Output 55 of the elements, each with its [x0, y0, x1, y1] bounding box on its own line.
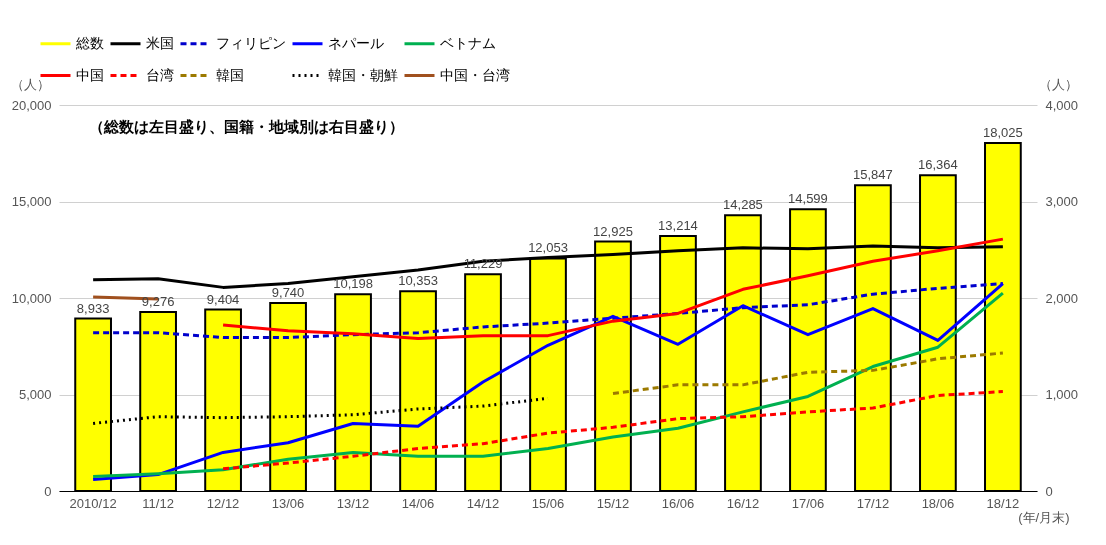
y-tick-label: 20,000	[11, 97, 52, 113]
legend-label: 韓国	[216, 66, 244, 83]
data-label: 14,599	[788, 191, 828, 207]
y2-tick-label: 3,000	[1045, 194, 1079, 209]
y2-tick-label: 4,000	[1045, 97, 1079, 113]
x-tick-label: 11/12	[142, 495, 174, 511]
y-axis-title: （人）	[10, 76, 50, 92]
x-tick-label: 15/12	[596, 495, 630, 511]
x-tick-label: 17/06	[791, 495, 825, 511]
x-tick-label: 13/06	[271, 495, 305, 511]
data-label: 12,925	[593, 223, 633, 239]
data-label: 16,364	[918, 157, 958, 173]
x-tick-label: 14/12	[466, 495, 500, 511]
x-tick-label: 15/06	[531, 495, 565, 511]
x-tick-label: 14/06	[401, 495, 435, 511]
line-series	[611, 351, 1005, 396]
data-label: 9,276	[141, 293, 175, 309]
data-label: 18,025	[983, 125, 1023, 141]
x-tick-label: 16/06	[661, 495, 695, 511]
data-label: 12,053	[528, 240, 568, 256]
legend-label: 中国	[76, 66, 104, 83]
x-tick-label: 13/12	[336, 495, 370, 511]
y2-tick-label: 1,000	[1045, 387, 1079, 402]
x-tick-label: 18/12	[986, 495, 1020, 511]
x-tick-label: 12/12	[206, 495, 240, 511]
legend-label: 中国・台湾	[440, 66, 510, 83]
data-label: 8,933	[76, 300, 110, 316]
data-label: 9,740	[271, 285, 305, 301]
data-label: 10,353	[398, 273, 438, 289]
line-series	[221, 390, 1005, 471]
data-label: 10,198	[333, 276, 373, 292]
x-tick-label: 2010/12	[69, 495, 117, 511]
legend-label: ベトナム	[440, 34, 496, 51]
y-tick-label: 15,000	[11, 194, 52, 209]
annotation: （総数は左目盛り、国籍・地域別は右目盛り）	[89, 118, 404, 135]
legend-label: 米国	[146, 34, 174, 51]
legend-label: 総数	[75, 34, 104, 51]
y-tick-label: 0	[44, 483, 52, 499]
legend-label: 台湾	[146, 66, 174, 83]
data-label: 13,214	[658, 217, 698, 233]
data-label: 15,847	[853, 167, 893, 183]
y2-tick-label: 0	[1045, 483, 1053, 499]
y2-axis-title: （人）	[1038, 76, 1078, 92]
y2-tick-label: 2,000	[1045, 290, 1079, 306]
y-tick-label: 5,000	[18, 387, 52, 402]
legend-label: 韓国・朝鮮	[328, 66, 398, 83]
legend-label: ネパール	[328, 34, 384, 51]
legend-label: フィリピン	[216, 34, 286, 51]
x-tick-label: 18/06	[921, 495, 955, 511]
x-tick-label: 16/12	[726, 495, 760, 511]
y-tick-label: 10,000	[11, 290, 52, 306]
x-tick-label: 17/12	[856, 495, 890, 511]
data-label: 14,285	[723, 197, 763, 213]
data-label: 9,404	[206, 291, 240, 307]
x-axis-title: (年/月末)	[1018, 509, 1070, 525]
